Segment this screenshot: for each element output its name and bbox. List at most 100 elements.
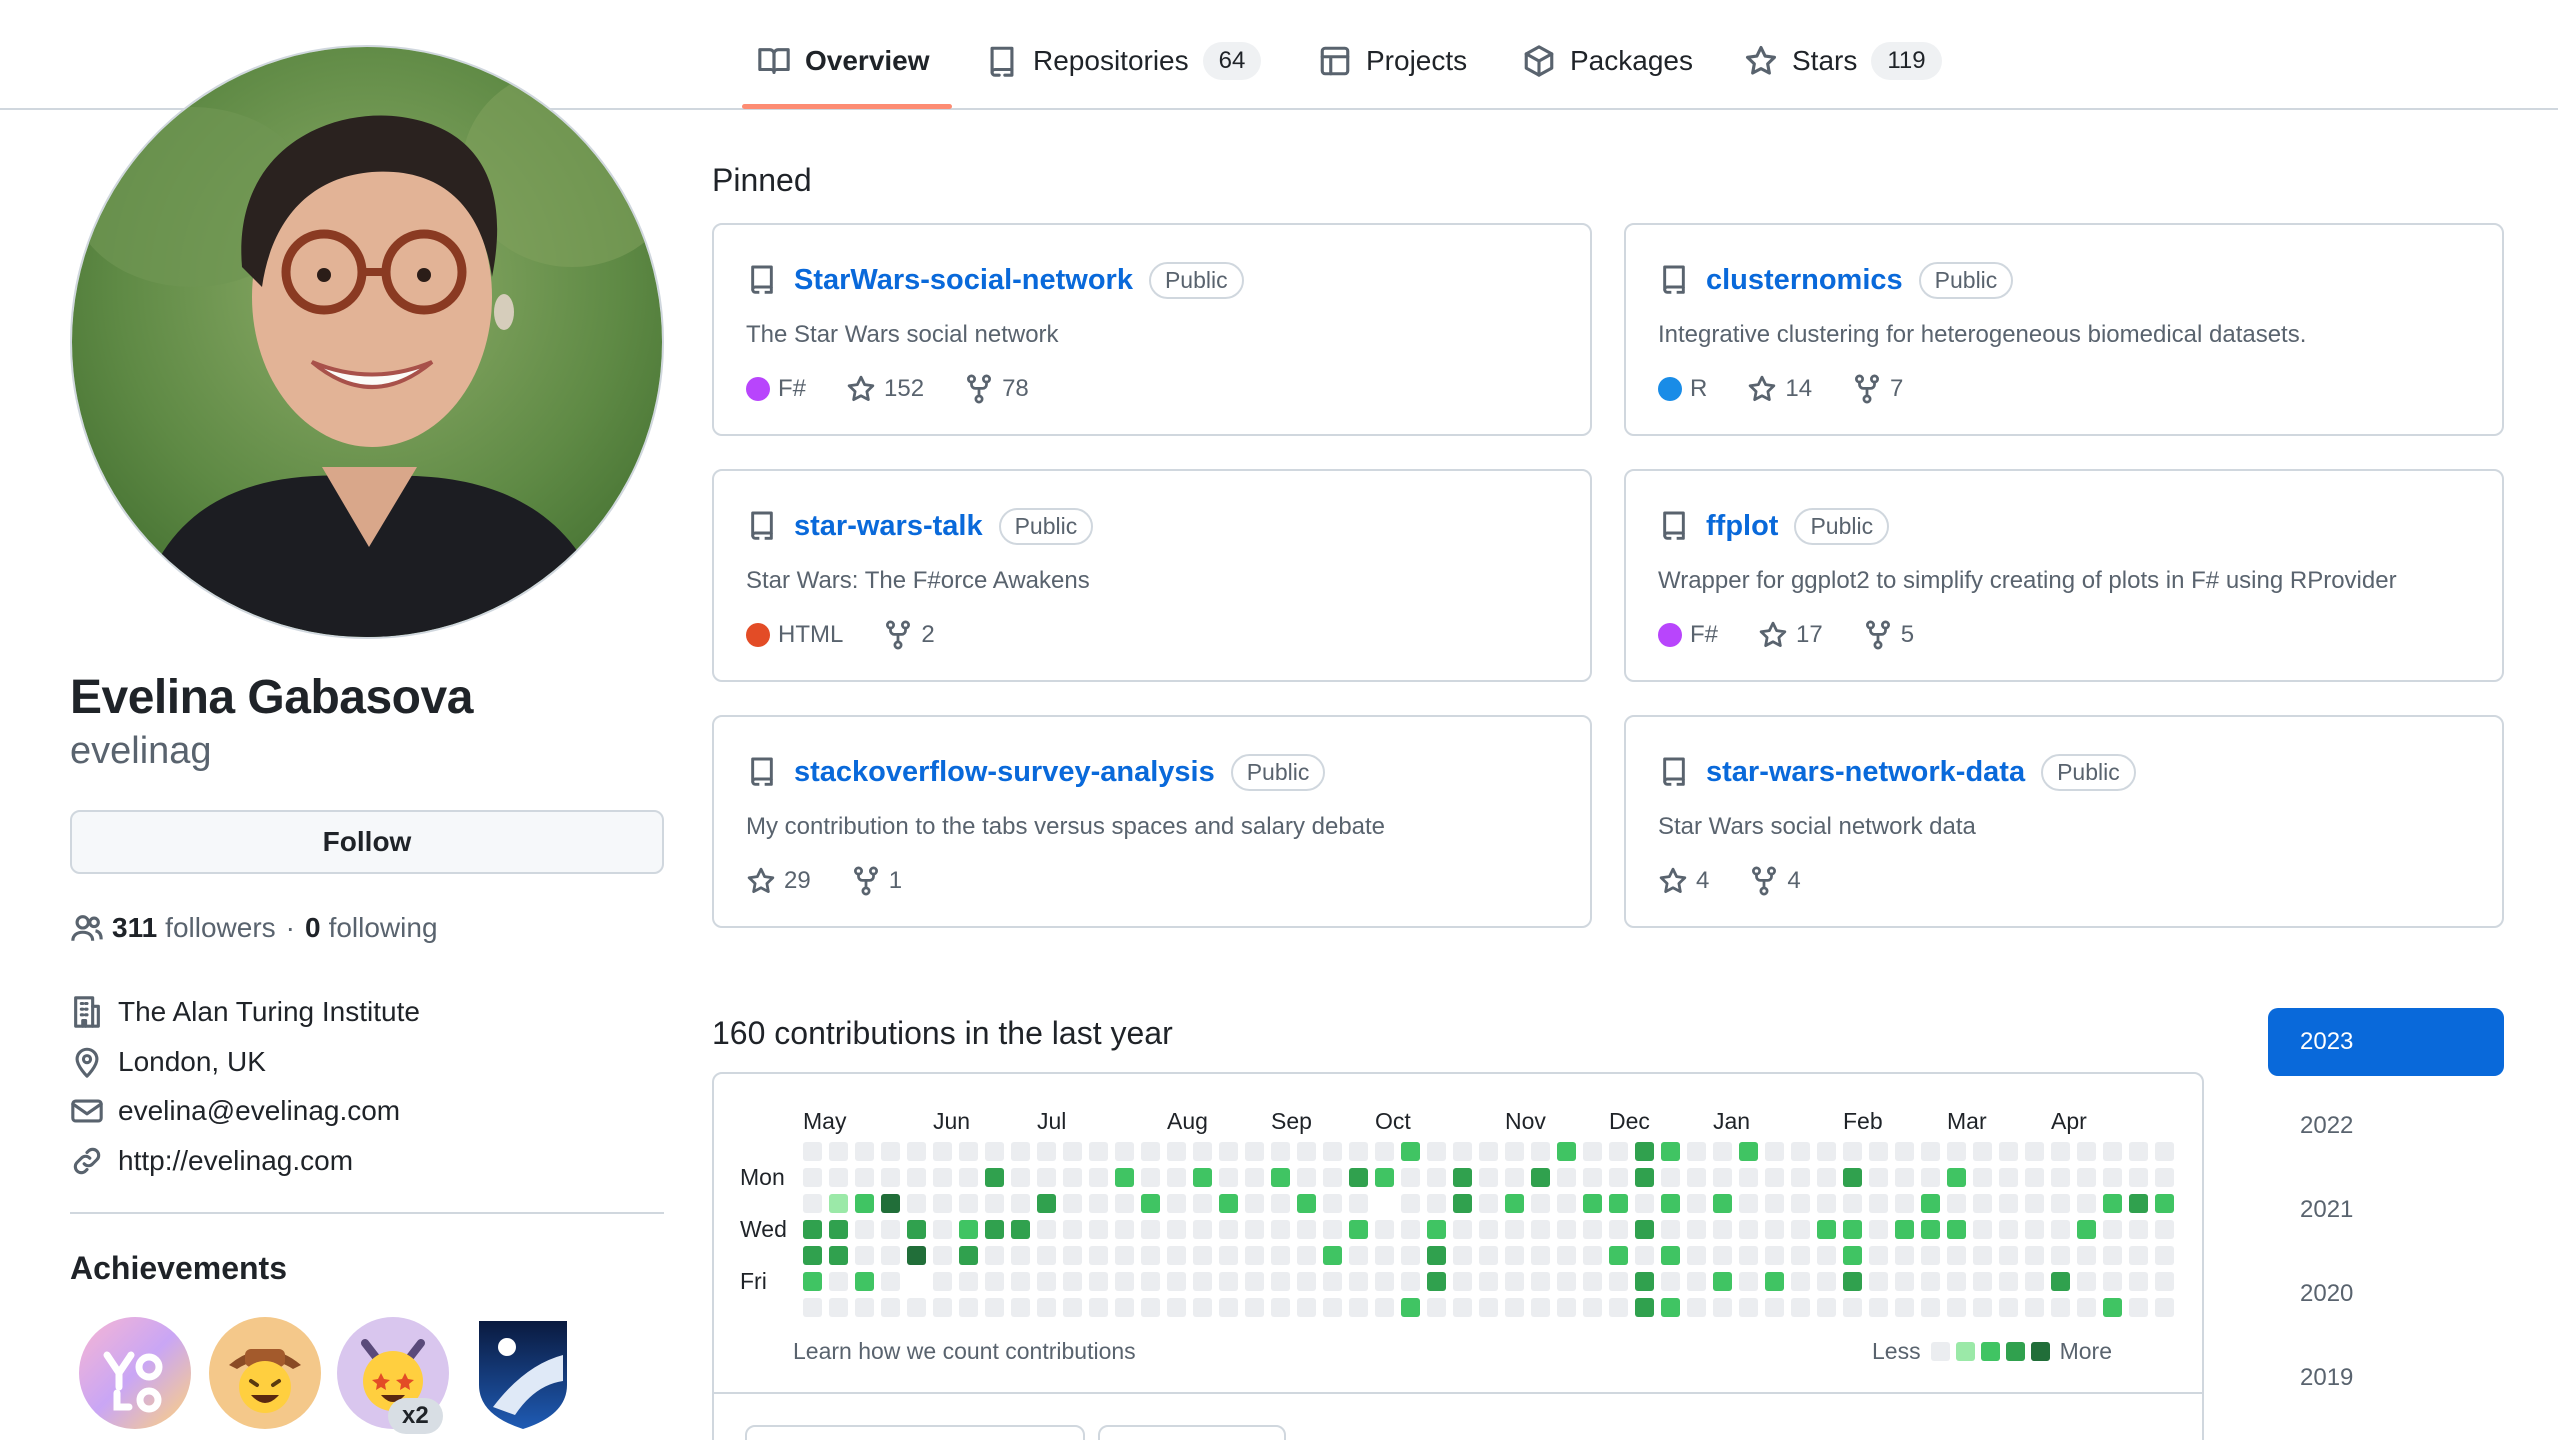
- contribution-cell[interactable]: [1115, 1168, 1134, 1187]
- contribution-cell[interactable]: [1245, 1246, 1264, 1265]
- contribution-cell[interactable]: [2025, 1298, 2044, 1317]
- year-button-2020[interactable]: 2020: [2300, 1280, 2354, 1307]
- year-button-2019[interactable]: 2019: [2300, 1364, 2354, 1391]
- contribution-cell[interactable]: [2051, 1142, 2070, 1161]
- contribution-cell[interactable]: [2025, 1194, 2044, 1213]
- learn-contributions-link[interactable]: Learn how we count contributions: [793, 1338, 1136, 1364]
- contribution-cell[interactable]: [1297, 1272, 1316, 1291]
- contribution-cell[interactable]: [1531, 1246, 1550, 1265]
- contribution-cell[interactable]: [1869, 1220, 1888, 1239]
- contribution-cell[interactable]: [829, 1194, 848, 1213]
- contribution-cell[interactable]: [1531, 1298, 1550, 1317]
- contribution-cell[interactable]: [1973, 1168, 1992, 1187]
- contribution-cell[interactable]: [1037, 1298, 1056, 1317]
- contribution-cell[interactable]: [1037, 1168, 1056, 1187]
- contribution-cell[interactable]: [1141, 1220, 1160, 1239]
- contribution-cell[interactable]: [1687, 1272, 1706, 1291]
- contribution-cell[interactable]: [1713, 1272, 1732, 1291]
- contribution-cell[interactable]: [2129, 1168, 2148, 1187]
- contribution-cell[interactable]: [1635, 1246, 1654, 1265]
- contribution-cell[interactable]: [1817, 1298, 1836, 1317]
- contribution-cell[interactable]: [1583, 1246, 1602, 1265]
- contribution-cell[interactable]: [1219, 1246, 1238, 1265]
- contribution-cell[interactable]: [1843, 1272, 1862, 1291]
- contribution-cell[interactable]: [1479, 1220, 1498, 1239]
- contribution-cell[interactable]: [1245, 1272, 1264, 1291]
- contribution-cell[interactable]: [1895, 1194, 1914, 1213]
- contribution-cell[interactable]: [959, 1220, 978, 1239]
- contribution-cell[interactable]: [1765, 1142, 1784, 1161]
- contribution-cell[interactable]: [803, 1272, 822, 1291]
- contribution-cell[interactable]: [933, 1272, 952, 1291]
- contribution-cell[interactable]: [1323, 1298, 1342, 1317]
- contribution-cell[interactable]: [985, 1246, 1004, 1265]
- contribution-cell[interactable]: [907, 1168, 926, 1187]
- contribution-cell[interactable]: [1583, 1142, 1602, 1161]
- contribution-cell[interactable]: [1193, 1220, 1212, 1239]
- contribution-cell[interactable]: [1349, 1246, 1368, 1265]
- contribution-cell[interactable]: [1479, 1168, 1498, 1187]
- contribution-cell[interactable]: [1297, 1298, 1316, 1317]
- contribution-cell[interactable]: [1869, 1246, 1888, 1265]
- contribution-cell[interactable]: [1505, 1168, 1524, 1187]
- contribution-cell[interactable]: [1583, 1220, 1602, 1239]
- contribution-cell[interactable]: [1583, 1168, 1602, 1187]
- contribution-cell[interactable]: [1999, 1298, 2018, 1317]
- contribution-cell[interactable]: [1063, 1194, 1082, 1213]
- contribution-cell[interactable]: [1323, 1194, 1342, 1213]
- contribution-cell[interactable]: [1921, 1246, 1940, 1265]
- contribution-cell[interactable]: [985, 1220, 1004, 1239]
- contribution-cell[interactable]: [1479, 1298, 1498, 1317]
- contribution-cell[interactable]: [1713, 1220, 1732, 1239]
- contribution-cell[interactable]: [1739, 1220, 1758, 1239]
- contribution-cell[interactable]: [1505, 1272, 1524, 1291]
- contribution-cell[interactable]: [907, 1298, 926, 1317]
- contribution-cell[interactable]: [1635, 1272, 1654, 1291]
- contribution-cell[interactable]: [1713, 1298, 1732, 1317]
- contribution-cell[interactable]: [1557, 1142, 1576, 1161]
- contribution-cell[interactable]: [1011, 1246, 1030, 1265]
- contribution-cell[interactable]: [1401, 1194, 1420, 1213]
- contribution-cell[interactable]: [1531, 1220, 1550, 1239]
- contribution-cell[interactable]: [1453, 1298, 1472, 1317]
- follow-button[interactable]: Follow: [70, 810, 664, 874]
- contribution-cell[interactable]: [1167, 1272, 1186, 1291]
- contribution-cell[interactable]: [907, 1246, 926, 1265]
- contribution-cell[interactable]: [2051, 1298, 2070, 1317]
- contribution-cell[interactable]: [1453, 1246, 1472, 1265]
- contribution-cell[interactable]: [1843, 1298, 1862, 1317]
- contribution-cell[interactable]: [1947, 1168, 1966, 1187]
- contribution-cell[interactable]: [1661, 1168, 1680, 1187]
- contribution-cell[interactable]: [2051, 1194, 2070, 1213]
- following-label[interactable]: following: [328, 912, 438, 943]
- contribution-cell[interactable]: [1297, 1168, 1316, 1187]
- contribution-cell[interactable]: [1739, 1168, 1758, 1187]
- contribution-cell[interactable]: [1427, 1298, 1446, 1317]
- contribution-cell[interactable]: [1895, 1142, 1914, 1161]
- contribution-cell[interactable]: [1089, 1142, 1108, 1161]
- contribution-cell[interactable]: [1921, 1142, 1940, 1161]
- repo-name-link[interactable]: ffplot: [1706, 509, 1779, 542]
- contribution-cell[interactable]: [829, 1298, 848, 1317]
- repo-forks-link[interactable]: 7: [1852, 374, 1903, 404]
- contribution-cell[interactable]: [1037, 1194, 1056, 1213]
- contribution-cell[interactable]: [1557, 1194, 1576, 1213]
- contribution-cell[interactable]: [829, 1220, 848, 1239]
- contribution-cell[interactable]: [803, 1298, 822, 1317]
- repo-forks-link[interactable]: 78: [964, 374, 1029, 404]
- contribution-cell[interactable]: [1349, 1272, 1368, 1291]
- contribution-cell[interactable]: [933, 1246, 952, 1265]
- contribution-cell[interactable]: [933, 1168, 952, 1187]
- yolo-achievement-badge[interactable]: [77, 1315, 193, 1431]
- contribution-cell[interactable]: [1895, 1298, 1914, 1317]
- contribution-cell[interactable]: [1531, 1272, 1550, 1291]
- contribution-cell[interactable]: [959, 1194, 978, 1213]
- contribution-cell[interactable]: [1427, 1246, 1446, 1265]
- contribution-cell[interactable]: [855, 1298, 874, 1317]
- contribution-cell[interactable]: [1609, 1220, 1628, 1239]
- contribution-cell[interactable]: [933, 1298, 952, 1317]
- contribution-cell[interactable]: [1375, 1220, 1394, 1239]
- contribution-cell[interactable]: [1921, 1272, 1940, 1291]
- contribution-cell[interactable]: [1167, 1298, 1186, 1317]
- contribution-cell[interactable]: [1869, 1272, 1888, 1291]
